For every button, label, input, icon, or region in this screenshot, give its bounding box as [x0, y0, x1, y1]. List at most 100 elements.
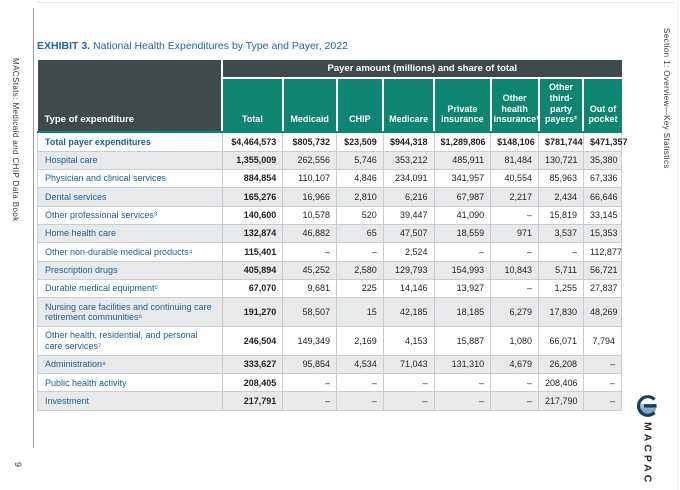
value-cell: 95,854	[282, 354, 337, 375]
value-cell: 5,746	[336, 150, 384, 170]
value-cell: $4,464,573	[221, 131, 284, 152]
col-header-medicare: Medicare	[382, 78, 435, 134]
value-cell: 45,252	[282, 260, 337, 280]
value-cell: 4,534	[336, 354, 384, 375]
table-row: Prescription drugs 405,894 45,252 2,580 129,…	[37, 260, 623, 280]
page-edge-right	[677, 0, 678, 490]
table-row: Physician and clinical services 884,854 11…	[37, 168, 623, 189]
value-cell: 10,578	[282, 205, 337, 225]
expenditure-label: Investment	[37, 391, 223, 411]
value-cell: 129,793	[382, 260, 435, 280]
value-cell: 71,043	[382, 354, 435, 375]
expenditure-label: Total payer expenditures	[37, 131, 223, 152]
value-cell: 2,580	[336, 260, 384, 280]
value-cell: $23,509	[336, 131, 384, 152]
value-cell: 217,790	[538, 391, 584, 411]
book-title: MACStats: Medicaid and CHIP Data Book	[11, 58, 20, 222]
table-row: Dental services 165,276 16,966 2,810 6,216 67…	[37, 187, 623, 207]
value-cell: 17,830	[538, 297, 584, 327]
value-cell: 405,894	[221, 260, 284, 280]
value-cell: –	[282, 372, 337, 393]
value-cell: 246,504	[221, 325, 284, 356]
value-cell: 1,255	[538, 278, 584, 299]
spine-divider	[33, 8, 34, 448]
table-row: Durable medical equipment⁵ 67,070 9,681 225…	[37, 278, 623, 299]
value-cell: 208,405	[221, 372, 284, 393]
page-edge-top	[36, 2, 674, 3]
value-cell: 208,406	[538, 372, 584, 393]
value-cell: 39,447	[382, 205, 435, 225]
value-cell: 520	[336, 205, 384, 225]
value-cell: –	[433, 242, 492, 262]
col-header-private-insurance: Private insurance	[433, 78, 491, 134]
value-cell: –	[382, 372, 435, 393]
exhibit-number: EXHIBIT 3.	[37, 40, 91, 52]
value-cell: 67,987	[433, 187, 492, 207]
value-cell: 110,107	[282, 168, 337, 189]
value-cell: 85,963	[538, 168, 584, 189]
value-cell: 10,843	[490, 260, 540, 280]
value-cell: 971	[490, 223, 540, 244]
table-row: Public health activity 208,405– – – – –208,40…	[37, 372, 623, 393]
value-cell: 47,507	[382, 223, 435, 244]
expenditure-label: Administration⁸	[37, 354, 223, 375]
value-cell: $148,106	[490, 131, 540, 152]
value-cell: 165,276	[221, 187, 284, 207]
value-cell: –	[282, 391, 337, 411]
value-cell: 1,355,009	[221, 150, 284, 170]
col-header-other-third-party: Other third-party payers²	[537, 78, 584, 134]
value-cell: 4,846	[336, 168, 384, 189]
value-cell: 66,646	[582, 187, 623, 207]
expenditure-label: Other health, residential, and personal …	[37, 325, 223, 356]
value-cell: –	[336, 372, 384, 393]
expenditure-label: Prescription drugs	[37, 260, 223, 280]
macpac-logo: MACPAC	[634, 394, 660, 485]
expenditure-label: Other non-durable medical products⁴	[37, 242, 223, 262]
value-cell: 18,185	[433, 297, 492, 327]
value-cell: –	[433, 372, 492, 393]
value-cell: –	[382, 391, 435, 411]
value-cell: 333,627	[221, 354, 284, 375]
value-cell: 353,212	[382, 150, 435, 170]
value-cell: $805,732	[282, 131, 337, 152]
value-cell: 4,153	[382, 325, 435, 356]
value-cell: –	[490, 372, 540, 393]
table-row: Total payer expenditures $4,464,573 $805,7…	[37, 131, 628, 152]
value-cell: –	[336, 242, 384, 262]
macpac-wordmark: MACPAC	[641, 422, 654, 486]
value-cell: 15,887	[433, 325, 492, 356]
value-cell: 884,854	[221, 168, 284, 189]
value-cell: $471,357	[582, 131, 628, 152]
value-cell: 56,721	[582, 260, 623, 280]
table-row: Other professional services³ 140,600 10,57…	[37, 205, 623, 225]
value-cell: 154,993	[433, 260, 492, 280]
value-cell: 2,217	[490, 187, 540, 207]
expenditure-label: Home health care	[37, 223, 223, 244]
table-row: Other non-durable medical products⁴ 115,4…	[37, 242, 623, 262]
value-cell: 3,537	[538, 223, 584, 244]
value-cell: 217,791	[221, 391, 284, 411]
value-cell: –	[490, 278, 540, 299]
value-cell: 14,146	[382, 278, 435, 299]
value-cell: –	[582, 372, 623, 393]
value-cell: 341,957	[433, 168, 492, 189]
value-cell: 132,874	[221, 223, 284, 244]
value-cell: 15,819	[538, 205, 584, 225]
value-cell: 131,310	[433, 354, 492, 375]
expenditure-table: Type of expenditure Payer amount (millio…	[37, 60, 628, 411]
value-cell: –	[490, 242, 540, 262]
expenditure-label: Dental services	[37, 187, 223, 207]
value-cell: 81,484	[490, 150, 540, 170]
value-cell: 26,208	[538, 354, 584, 375]
value-cell: 40,554	[490, 168, 540, 189]
value-cell: 262,556	[282, 150, 337, 170]
value-cell: 66,071	[538, 325, 584, 356]
col-header-total: Total	[221, 78, 283, 134]
value-cell: 234,091	[382, 168, 435, 189]
value-cell: 1,080	[490, 325, 540, 356]
value-cell: 112,877	[582, 242, 623, 262]
col-header-out-of-pocket: Out of pocket	[582, 78, 622, 134]
expenditure-label: Physician and clinical services	[37, 168, 223, 189]
value-cell: 42,185	[382, 297, 435, 327]
value-cell: 5,711	[538, 260, 584, 280]
